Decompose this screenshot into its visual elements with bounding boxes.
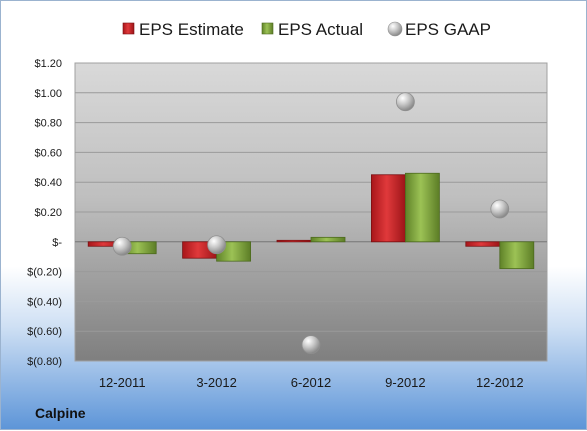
bar-eps-estimate xyxy=(370,174,406,243)
x-axis: 12-2011 3-2012 6-2012 9-2012 12-2012 xyxy=(99,375,524,390)
legend-label: EPS GAAP xyxy=(405,20,491,39)
y-tick-label: $1.00 xyxy=(34,88,62,100)
x-tick-label: 12-2012 xyxy=(476,375,524,390)
legend-swatch xyxy=(261,22,274,35)
x-tick-label: 9-2012 xyxy=(385,375,425,390)
marker-eps-gaap xyxy=(301,335,321,355)
marker-eps-gaap xyxy=(490,199,510,219)
x-tick-label: 12-2011 xyxy=(99,375,146,390)
bar-eps-actual xyxy=(310,236,346,243)
y-tick-label: $0.40 xyxy=(34,177,62,189)
marker-eps-gaap xyxy=(112,236,132,256)
y-tick-label: $(0.60) xyxy=(27,326,62,338)
marker-eps-gaap xyxy=(395,92,415,112)
bar-eps-estimate xyxy=(276,239,312,243)
company-name: Calpine xyxy=(35,405,86,421)
y-tick-label: $- xyxy=(52,237,62,249)
y-tick-label: $0.60 xyxy=(34,147,62,159)
y-tick-label: $0.20 xyxy=(34,207,62,219)
legend-item-eps-estimate: EPS Estimate xyxy=(122,20,244,39)
bar-eps-actual xyxy=(404,172,440,243)
gaap-markers xyxy=(112,92,510,355)
bar-eps-actual xyxy=(499,241,535,270)
y-tick-label: $(0.20) xyxy=(27,267,62,279)
legend-item-eps-actual: EPS Actual xyxy=(261,20,363,39)
legend-swatch xyxy=(387,21,403,37)
legend-label: EPS Actual xyxy=(278,20,363,39)
legend-item-eps-gaap: EPS GAAP xyxy=(387,20,491,39)
marker-eps-gaap xyxy=(207,235,227,255)
legend-swatch xyxy=(122,22,135,35)
x-tick-label: 6-2012 xyxy=(291,375,331,390)
y-tick-label: $1.20 xyxy=(34,58,62,70)
y-tick-label: $0.80 xyxy=(34,118,62,130)
y-tick-label: $(0.80) xyxy=(27,356,62,368)
bar-series xyxy=(87,172,535,270)
legend-label: EPS Estimate xyxy=(139,20,244,39)
y-tick-label: $(0.40) xyxy=(27,296,62,308)
x-tick-label: 3-2012 xyxy=(196,375,236,390)
bar-eps-estimate xyxy=(465,241,501,247)
y-axis: $1.20 $1.00 $0.80 $0.60 $0.40 $0.20 $- $(0.20) $… xyxy=(27,58,62,368)
legend: EPS Estimate EPS Actual EPS GAAP xyxy=(122,20,491,39)
